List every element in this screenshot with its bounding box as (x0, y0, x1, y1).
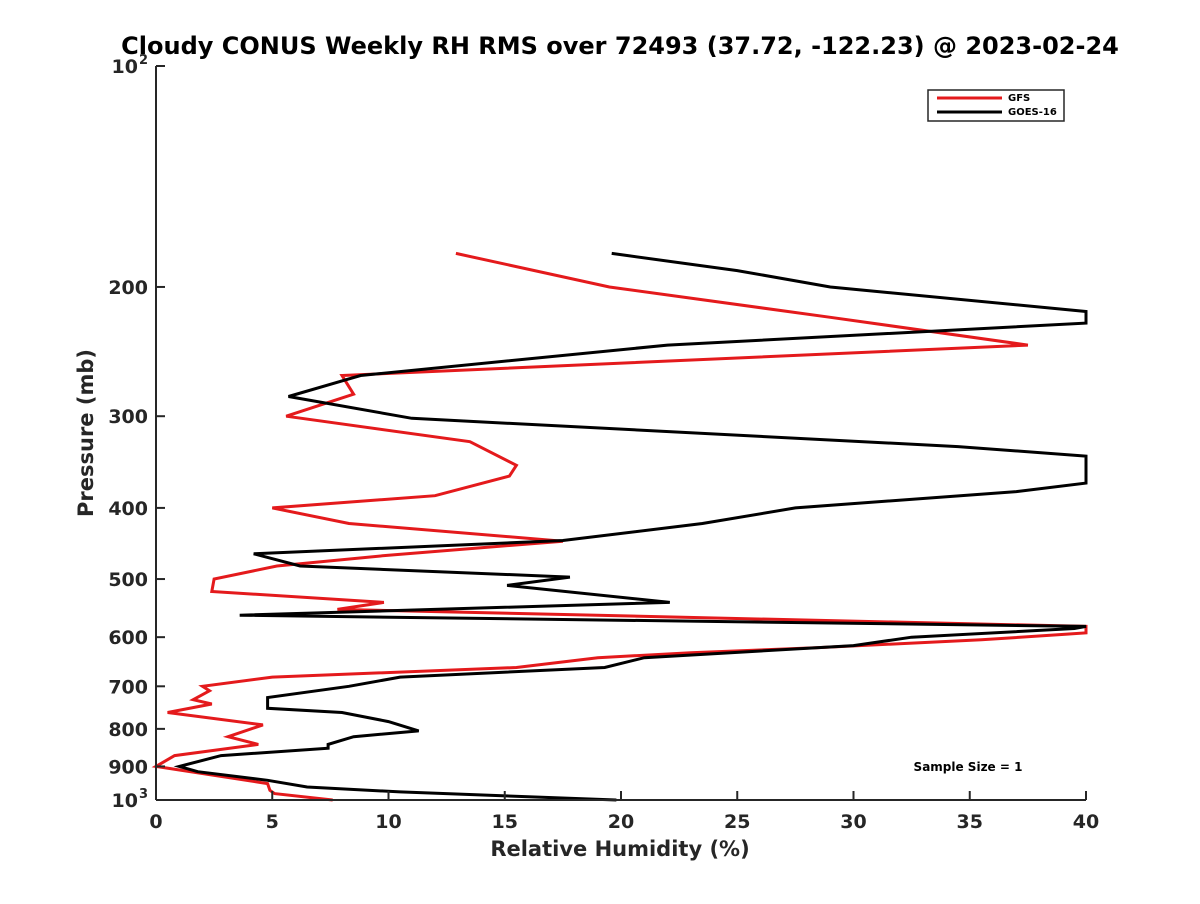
x-tick-label: 15 (492, 811, 518, 833)
y-tick-label: 400 (108, 498, 148, 520)
y-axis-label: Pressure (mb) (74, 349, 98, 517)
legend-label-goes-16: GOES-16 (1008, 107, 1057, 118)
series-line-goes-16 (173, 251, 1088, 802)
y-tick-label: 10 (112, 790, 138, 812)
x-tick-label: 20 (608, 811, 634, 833)
y-tick-label: 300 (108, 406, 148, 428)
x-axis-label: Relative Humidity (%) (490, 837, 749, 861)
y-tick-label-exponent: 3 (139, 787, 148, 802)
legend: GFS GOES-16 (927, 89, 1065, 122)
sample-size-annotation: Sample Size = 1 (914, 760, 1023, 774)
x-tick-label: 40 (1073, 811, 1099, 833)
chart-title: Cloudy CONUS Weekly RH RMS over 72493 (3… (121, 32, 1119, 60)
y-tick-label: 800 (108, 719, 148, 741)
y-tick-label: 10 (112, 56, 138, 78)
x-tick-label: 30 (840, 811, 866, 833)
y-tick-label: 600 (108, 627, 148, 649)
y-tick-label: 700 (108, 676, 148, 698)
y-tick-label: 500 (108, 569, 148, 591)
y-tick-label: 200 (108, 277, 148, 299)
y-tick-label-exponent: 2 (139, 53, 148, 68)
x-tick-label: 5 (266, 811, 279, 833)
legend-label-gfs: GFS (1008, 93, 1030, 104)
y-tick-label: 900 (108, 756, 148, 778)
x-tick-label: 35 (957, 811, 983, 833)
x-tick-label: 10 (375, 811, 401, 833)
legend-box (927, 89, 1065, 122)
x-tick-label: 0 (149, 811, 162, 833)
series-line-gfs (151, 251, 1088, 802)
x-tick-label: 25 (724, 811, 750, 833)
series-layer (151, 251, 1088, 802)
